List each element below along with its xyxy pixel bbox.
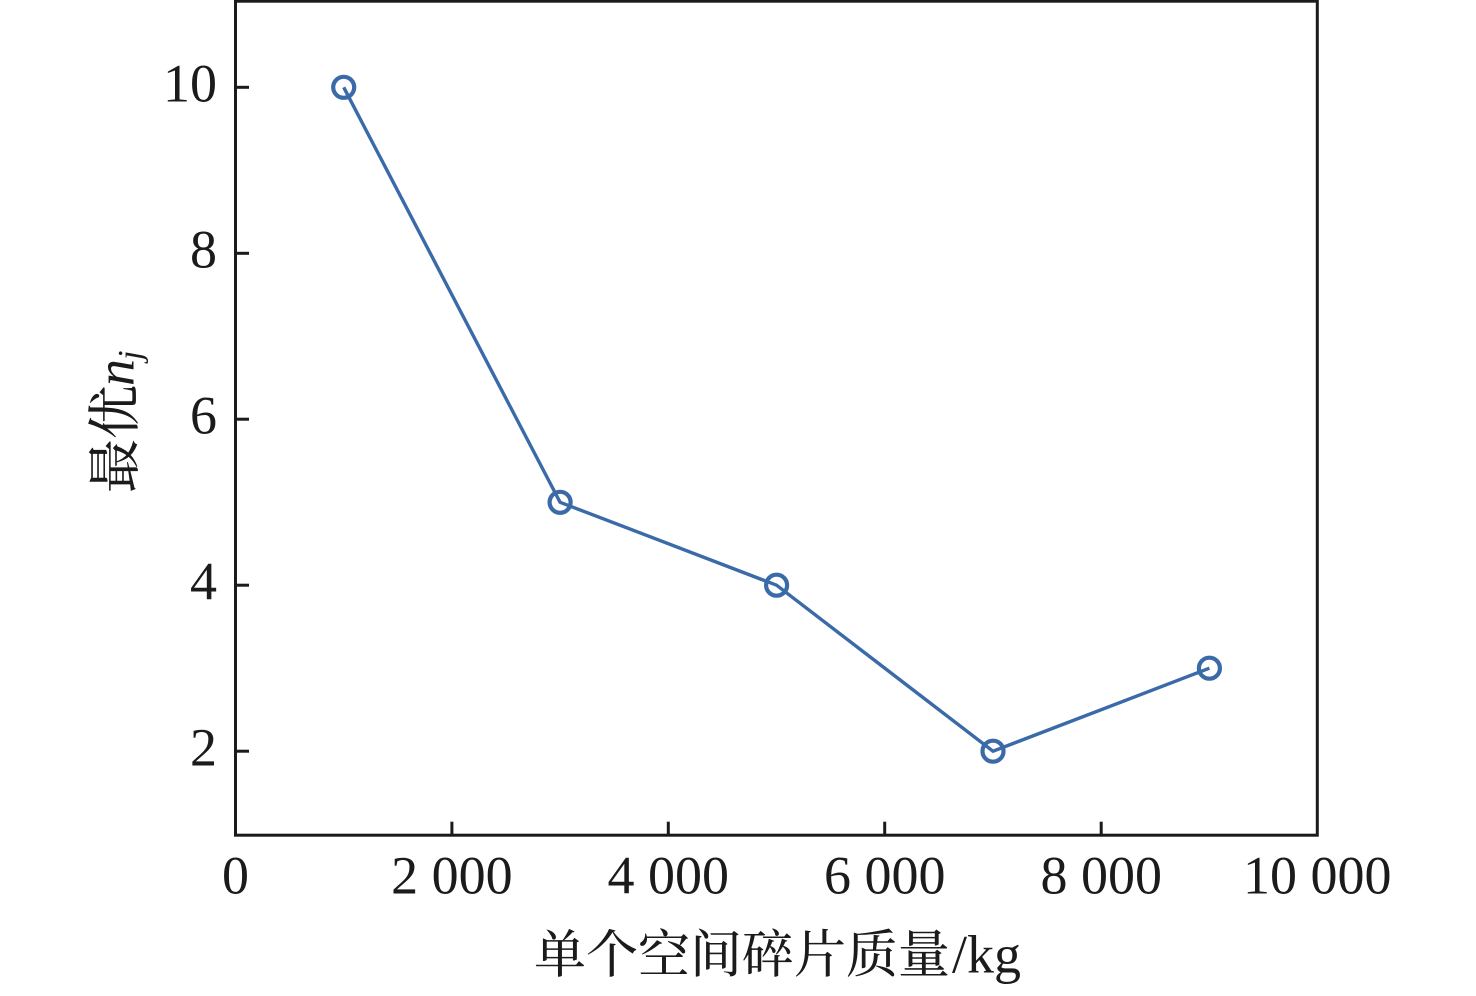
svg-text:/kg: /kg (952, 925, 1021, 985)
svg-text:n: n (86, 359, 146, 386)
svg-text:4 000: 4 000 (608, 846, 730, 906)
svg-text:10: 10 (163, 54, 217, 114)
svg-text:6: 6 (190, 386, 217, 446)
svg-text:2: 2 (190, 718, 217, 778)
svg-text:2 000: 2 000 (391, 846, 513, 906)
svg-text:10 000: 10 000 (1243, 846, 1392, 906)
svg-text:j: j (112, 351, 149, 364)
svg-text:8: 8 (190, 220, 217, 280)
svg-text:4: 4 (190, 552, 217, 612)
svg-text:6 000: 6 000 (824, 846, 946, 906)
svg-text:8 000: 8 000 (1040, 846, 1162, 906)
svg-text:0: 0 (222, 846, 249, 906)
